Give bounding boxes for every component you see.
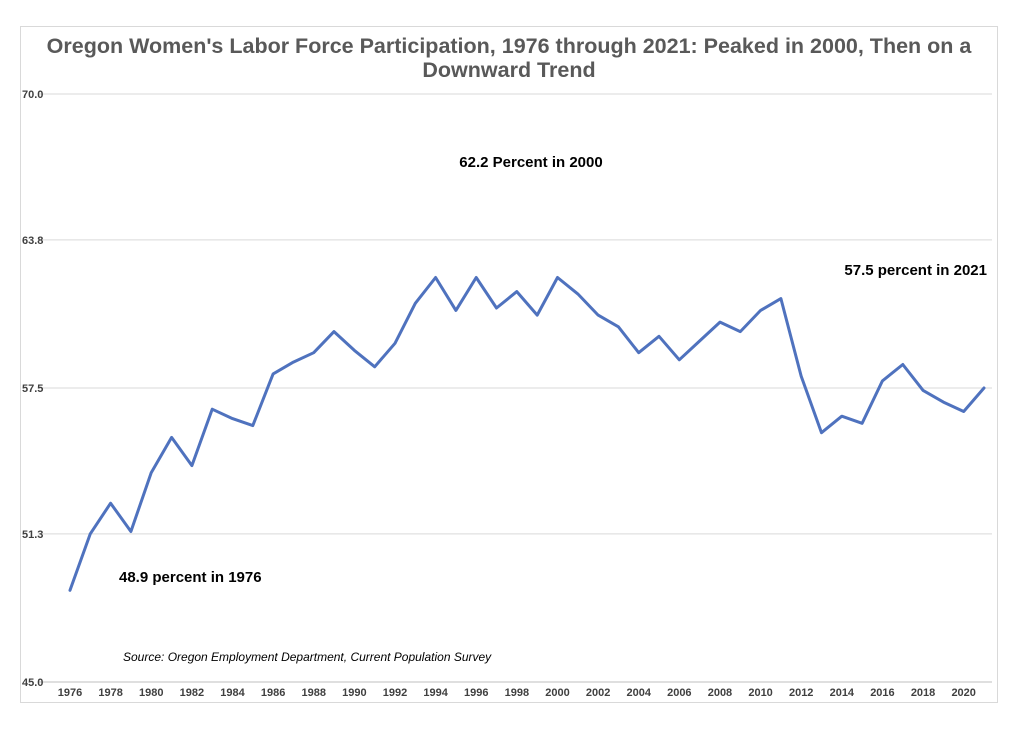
annotation-2021: 57.5 percent in 2021	[844, 262, 987, 279]
x-tick-label: 2006	[667, 687, 691, 699]
y-axis: 70.0 63.8 57.5 51.3 45.0	[22, 89, 43, 689]
x-tick-label: 2008	[708, 687, 732, 699]
gridlines	[38, 93, 992, 683]
y-tick-label: 70.0	[22, 89, 43, 101]
annotation-1976: 48.9 percent in 1976	[119, 569, 262, 586]
y-tick-label: 51.3	[22, 529, 43, 541]
x-tick-label: 1984	[220, 687, 245, 699]
y-tick-label: 45.0	[22, 677, 43, 689]
x-tick-label: 1996	[464, 687, 488, 699]
x-tick-label: 1990	[342, 687, 366, 699]
x-tick-label: 1998	[505, 687, 529, 699]
x-tick-label: 1982	[180, 687, 204, 699]
chart-frame	[20, 26, 998, 703]
x-tick-label: 1976	[58, 687, 82, 699]
x-tick-label: 1978	[98, 687, 122, 699]
x-tick-label: 2000	[545, 687, 569, 699]
chart-title: Oregon Women's Labor Force Participation…	[46, 34, 972, 82]
x-axis: 1976 1978 1980 1982 1984 1986 1988 1990 1992 1994…	[58, 687, 976, 699]
x-tick-label: 2018	[911, 687, 935, 699]
x-tick-label: 1986	[261, 687, 285, 699]
data-series	[68, 276, 986, 592]
x-tick-label: 2002	[586, 687, 610, 699]
x-tick-label: 2012	[789, 687, 813, 699]
x-tick-label: 1994	[423, 687, 448, 699]
x-tick-label: 2016	[870, 687, 894, 699]
y-tick-label: 57.5	[22, 383, 43, 395]
annotation-peak-2000: 62.2 Percent in 2000	[459, 154, 602, 171]
x-tick-label: 1992	[383, 687, 407, 699]
source-note: Source: Oregon Employment Department, Cu…	[123, 650, 492, 664]
x-tick-label: 2004	[626, 687, 651, 699]
x-tick-label: 2010	[748, 687, 772, 699]
series-line	[68, 276, 986, 592]
x-tick-label: 1980	[139, 687, 163, 699]
x-tick-label: 2014	[830, 687, 855, 699]
x-tick-label: 2020	[951, 687, 975, 699]
y-tick-label: 63.8	[22, 235, 43, 247]
x-tick-label: 1988	[301, 687, 325, 699]
